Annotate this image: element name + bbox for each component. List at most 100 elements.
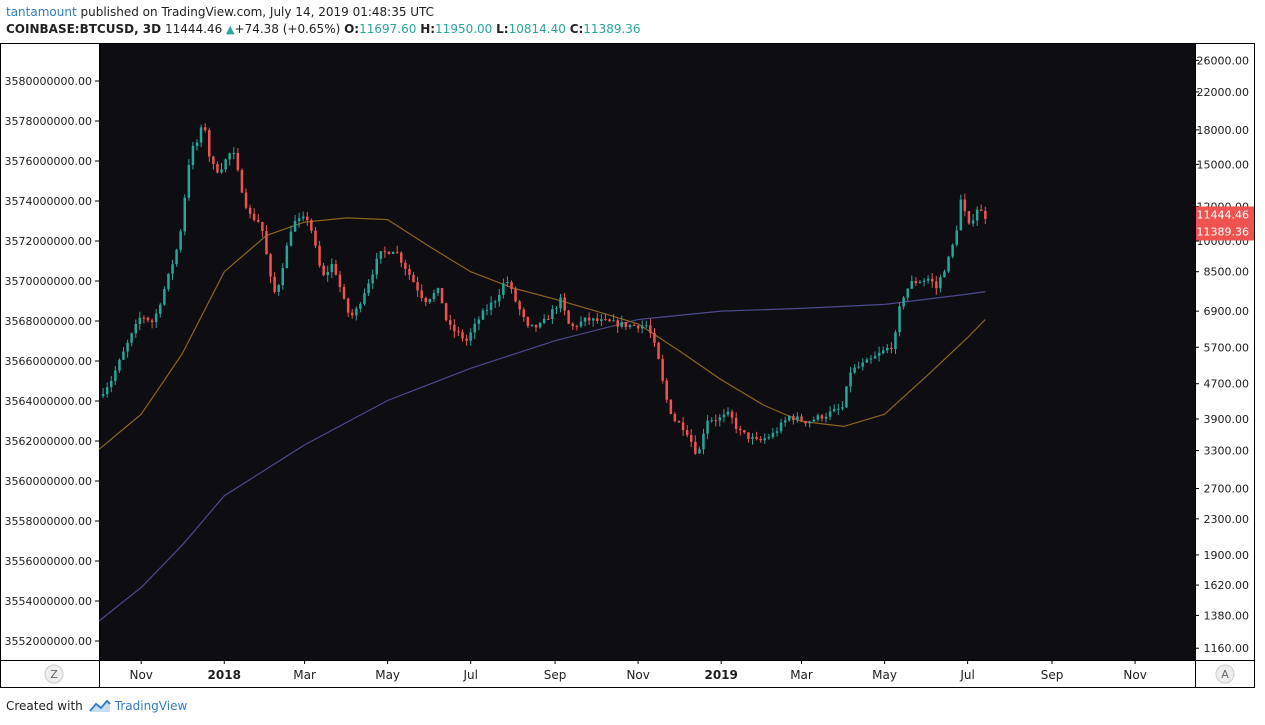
candle-body [395, 251, 399, 253]
symbol-label: COINBASE:BTCUSD, 3D [6, 22, 162, 36]
open-value: 11697.60 [359, 22, 417, 36]
candle-body [224, 159, 227, 170]
right-axis-tick-label: 3900.00 [1204, 413, 1250, 426]
candle-body [751, 437, 754, 439]
candle-body [865, 359, 869, 363]
candle-body [722, 414, 726, 418]
candle-body [208, 130, 211, 157]
left-axis-tick-label: 3578000000.00 [5, 115, 92, 128]
candle-body [792, 416, 795, 421]
candle-body [555, 308, 558, 310]
candle-body [273, 276, 276, 292]
right-axis-tick-label: 26000.00 [1197, 54, 1250, 67]
candle-body [620, 322, 623, 327]
candle-body [967, 211, 971, 224]
candle-body [583, 317, 587, 322]
candle-body [244, 192, 248, 208]
candle-body [547, 318, 550, 320]
candle-body [187, 165, 191, 198]
candle-body [105, 387, 109, 395]
change-value: +74.38 (+0.65%) [234, 22, 341, 36]
candle-body [902, 297, 905, 307]
left-axis-tick-label: 3580000000.00 [5, 75, 92, 88]
candle-body [726, 411, 730, 415]
candle-body [935, 281, 938, 289]
candle-body [424, 298, 427, 303]
candle-body [645, 325, 648, 327]
candle-body [122, 351, 125, 360]
left-axis-tick-label: 3576000000.00 [5, 155, 92, 168]
candle-body [351, 312, 354, 316]
candle-body [698, 449, 701, 454]
candle-body [841, 407, 844, 409]
candle-body [330, 264, 333, 272]
zoom-reset-label: Z [50, 668, 58, 681]
candle-body [199, 127, 203, 143]
footer: Created with TradingView [6, 699, 187, 713]
candle-body [163, 289, 166, 305]
candle-body [673, 413, 677, 422]
time-axis-label: 2019 [704, 668, 737, 682]
auto-scale-button[interactable] [1215, 664, 1235, 684]
candle-body [506, 282, 509, 284]
zoom-reset-button[interactable] [44, 664, 64, 684]
candle-body [154, 313, 158, 323]
candle-body [216, 164, 219, 173]
candle-body [293, 220, 297, 232]
candle-body [743, 430, 746, 433]
candle-body [146, 317, 150, 321]
candle-body [159, 304, 162, 314]
candle-body [886, 347, 889, 351]
candle-body [534, 324, 538, 328]
candle-body [718, 417, 722, 421]
time-axis-panel[interactable] [0, 660, 1255, 688]
candle-body [306, 216, 309, 220]
tradingview-brand-link[interactable]: TradingView [114, 699, 188, 713]
left-axis-tick-label: 3572000000.00 [5, 235, 92, 248]
close-price-axis-label-bg [1196, 223, 1254, 241]
candle-body [498, 295, 501, 302]
left-axis-tick-label: 3552000000.00 [5, 635, 92, 648]
candle-body [657, 342, 660, 360]
right-axis-tick-label: 1620.00 [1204, 579, 1250, 592]
candle-body [232, 153, 235, 154]
candle-body [579, 321, 583, 327]
candle-body [383, 251, 387, 253]
author-link[interactable]: tantamount [6, 5, 77, 19]
open-key: O: [344, 22, 360, 36]
right-axis-tick-label: 22000.00 [1197, 86, 1250, 99]
candle-body [869, 358, 873, 360]
candle-body [694, 441, 697, 454]
candle-body [404, 262, 407, 269]
candle-body [281, 268, 284, 285]
candle-body [616, 320, 619, 327]
candle-body [285, 245, 289, 269]
candle-body [314, 230, 317, 246]
candle-body [449, 320, 452, 325]
candle-body [559, 297, 562, 309]
high-key: H: [420, 22, 436, 36]
plot-area[interactable] [99, 43, 1195, 660]
time-axis-label: Nov [129, 668, 152, 682]
candle-body [955, 230, 958, 245]
candle-body [261, 221, 264, 231]
candle-body [457, 331, 460, 333]
candle-body [530, 324, 534, 326]
candle-body [338, 274, 342, 288]
candle-body [444, 303, 448, 321]
candle-body [914, 281, 918, 284]
left-axis-tick-label: 3562000000.00 [5, 435, 92, 448]
candle-body [538, 323, 542, 328]
candle-body [681, 422, 685, 431]
candle-body [779, 422, 783, 432]
candle-body [297, 218, 301, 221]
candle-body [939, 277, 942, 289]
close-value: 11389.36 [583, 22, 641, 36]
right-axis-tick-label: 2300.00 [1204, 513, 1250, 526]
candle-body [420, 290, 423, 299]
candle-body [461, 332, 464, 339]
candle-body [440, 288, 444, 304]
candle-body [702, 433, 705, 450]
right-axis-panel[interactable] [1195, 43, 1255, 660]
